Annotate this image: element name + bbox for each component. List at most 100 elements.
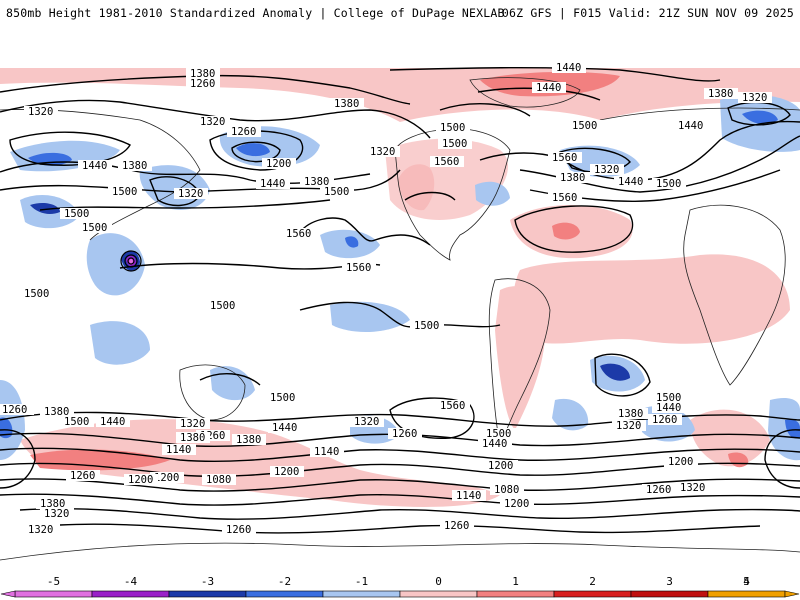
contour-label: 1260: [2, 404, 27, 416]
label-bg: [270, 466, 304, 477]
label-bg: [40, 508, 74, 519]
contour-1560-atlantic: [514, 205, 634, 253]
contour-label: 1320: [44, 508, 69, 520]
contour-label: 1380: [334, 98, 359, 110]
legend-tick-label: 0: [435, 575, 442, 588]
legend-tick-label: -1: [354, 575, 369, 588]
legend-tick-label: 4: [743, 575, 750, 588]
label-bg: [78, 222, 112, 233]
label-bg: [20, 288, 54, 299]
legend-swatches: [0, 590, 800, 598]
contour-label: 1260: [652, 414, 677, 426]
label-bg: [266, 392, 300, 403]
label-bg: [310, 446, 344, 457]
contour-label: 1200: [128, 474, 153, 486]
contour-label: 1380: [190, 68, 215, 80]
label-bg: [500, 498, 534, 509]
contour-label: 1560: [552, 192, 577, 204]
anomaly-samerica-pink: [495, 286, 546, 430]
contour-label: 1440: [272, 422, 297, 434]
label-bg: [410, 320, 444, 331]
anomaly-southern-ocean-dark-1: [600, 363, 630, 381]
contour-label: 1200: [266, 158, 291, 170]
contour-label: 1440: [556, 62, 581, 74]
contour-1560-pacific: [299, 217, 431, 246]
contour-label: 1320: [200, 116, 225, 128]
contour-1500-mid: [39, 199, 331, 211]
label-bg: [490, 484, 524, 495]
contour-label: 1200: [274, 466, 299, 478]
coast-africa: [683, 204, 786, 386]
label-bg: [60, 416, 94, 427]
label-bg: [738, 92, 772, 103]
label-bg: [206, 300, 240, 311]
contour-label: 1440: [536, 82, 561, 94]
contour-label: 1320: [594, 164, 619, 176]
label-bg: [350, 416, 384, 427]
label-bg: [438, 138, 472, 149]
contour-label: 1500: [656, 178, 681, 190]
contour-label: 1560: [440, 400, 465, 412]
label-bg: [642, 484, 676, 495]
label-bg: [162, 444, 196, 455]
contour-label: 1500: [82, 222, 107, 234]
contour-label: 1320: [178, 188, 203, 200]
contour-label: 1380: [708, 88, 733, 100]
contour-label: 1140: [314, 446, 339, 458]
label-bg: [664, 456, 698, 467]
contour-1260-southern: [0, 478, 800, 492]
legend-swatch: [245, 590, 324, 598]
anomaly-atlantic-red: [552, 222, 580, 240]
label-bg: [202, 474, 236, 485]
anomaly-africa-pink: [513, 254, 790, 344]
contour-label: 1320: [742, 92, 767, 104]
contour-label: 1560: [286, 228, 311, 240]
contour-1440-southern: [0, 432, 800, 448]
label-bg: [300, 176, 334, 187]
legend-swatch: [707, 590, 786, 598]
legend-tick-label: 1: [512, 575, 519, 588]
label-bg: [232, 434, 266, 445]
map-canvas: 1380 1260 1320 1380 1320 1260 1200 1320 …: [0, 62, 800, 561]
label-bg: [24, 524, 58, 535]
label-bg: [478, 438, 512, 449]
contour-1500-indian: [199, 372, 261, 386]
label-bg: [436, 400, 470, 411]
label-bg: [366, 146, 400, 157]
contour-label: 1140: [166, 444, 191, 456]
label-bg: [452, 490, 486, 501]
label-bg: [227, 126, 261, 137]
contour-label: 1380: [44, 406, 69, 418]
contour-label: 1500: [210, 300, 235, 312]
label-bg: [614, 176, 648, 187]
label-bg: [704, 88, 738, 99]
contour-1320-siberia: [9, 131, 131, 166]
contour-label: 1080: [206, 474, 231, 486]
contour-1320-southern: [0, 462, 800, 478]
contour-label: 1080: [494, 484, 519, 496]
contour-1500-southern: [0, 411, 800, 427]
label-bg: [388, 428, 422, 439]
label-bg: [78, 160, 112, 171]
anomaly-west-edge-dark: [0, 417, 13, 439]
coastlines: [0, 77, 800, 561]
label-bg: [552, 62, 586, 73]
contour-label: 1560: [434, 156, 459, 168]
anomaly-east-edge-dark: [785, 419, 800, 439]
anomaly-europe-dark-blue: [742, 110, 778, 124]
legend-swatch: [91, 590, 170, 598]
contour-label: 1500: [270, 392, 295, 404]
contour-label: 1320: [180, 418, 205, 430]
contour-label: 1200: [488, 460, 513, 472]
label-bg: [548, 192, 582, 203]
contour-label: 1380: [236, 434, 261, 446]
contour-label: 1380: [122, 160, 147, 172]
contour-1500-equatorial: [299, 301, 501, 328]
contour-1500-pacific: [119, 262, 381, 270]
anomaly-pacific-dark-blue: [236, 143, 270, 157]
coast-south-america: [488, 278, 551, 447]
anomaly-philippines-blue: [86, 233, 145, 296]
anomaly-south-pacific-blue: [330, 301, 410, 332]
contour-label: 1200: [668, 456, 693, 468]
label-bg: [532, 82, 566, 93]
